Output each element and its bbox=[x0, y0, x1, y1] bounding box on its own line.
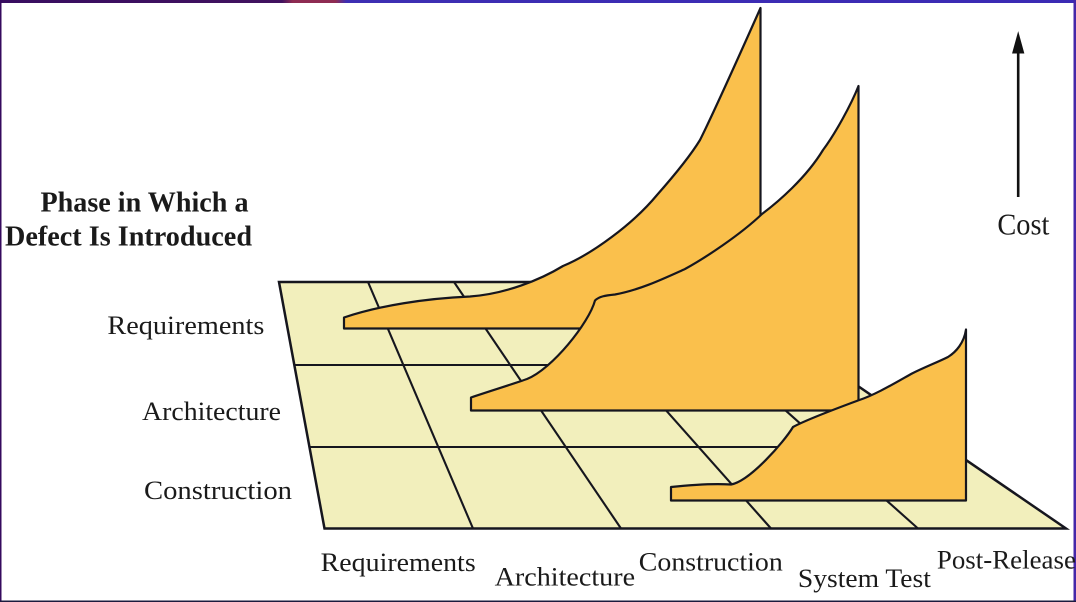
svg-text:Requirements: Requirements bbox=[321, 548, 476, 577]
svg-text:Construction: Construction bbox=[144, 476, 292, 505]
svg-text:Requirements: Requirements bbox=[107, 311, 264, 340]
svg-text:Cost: Cost bbox=[997, 207, 1049, 242]
svg-text:System Test: System Test bbox=[798, 564, 932, 593]
svg-text:Architecture: Architecture bbox=[142, 397, 281, 426]
svg-text:Phase in Which a: Phase in Which a bbox=[41, 188, 249, 219]
svg-text:Post-Release: Post-Release bbox=[937, 545, 1076, 574]
svg-text:Construction: Construction bbox=[639, 548, 783, 577]
svg-text:Defect Is Introduced: Defect Is Introduced bbox=[5, 221, 252, 252]
svg-text:Architecture: Architecture bbox=[495, 562, 635, 591]
